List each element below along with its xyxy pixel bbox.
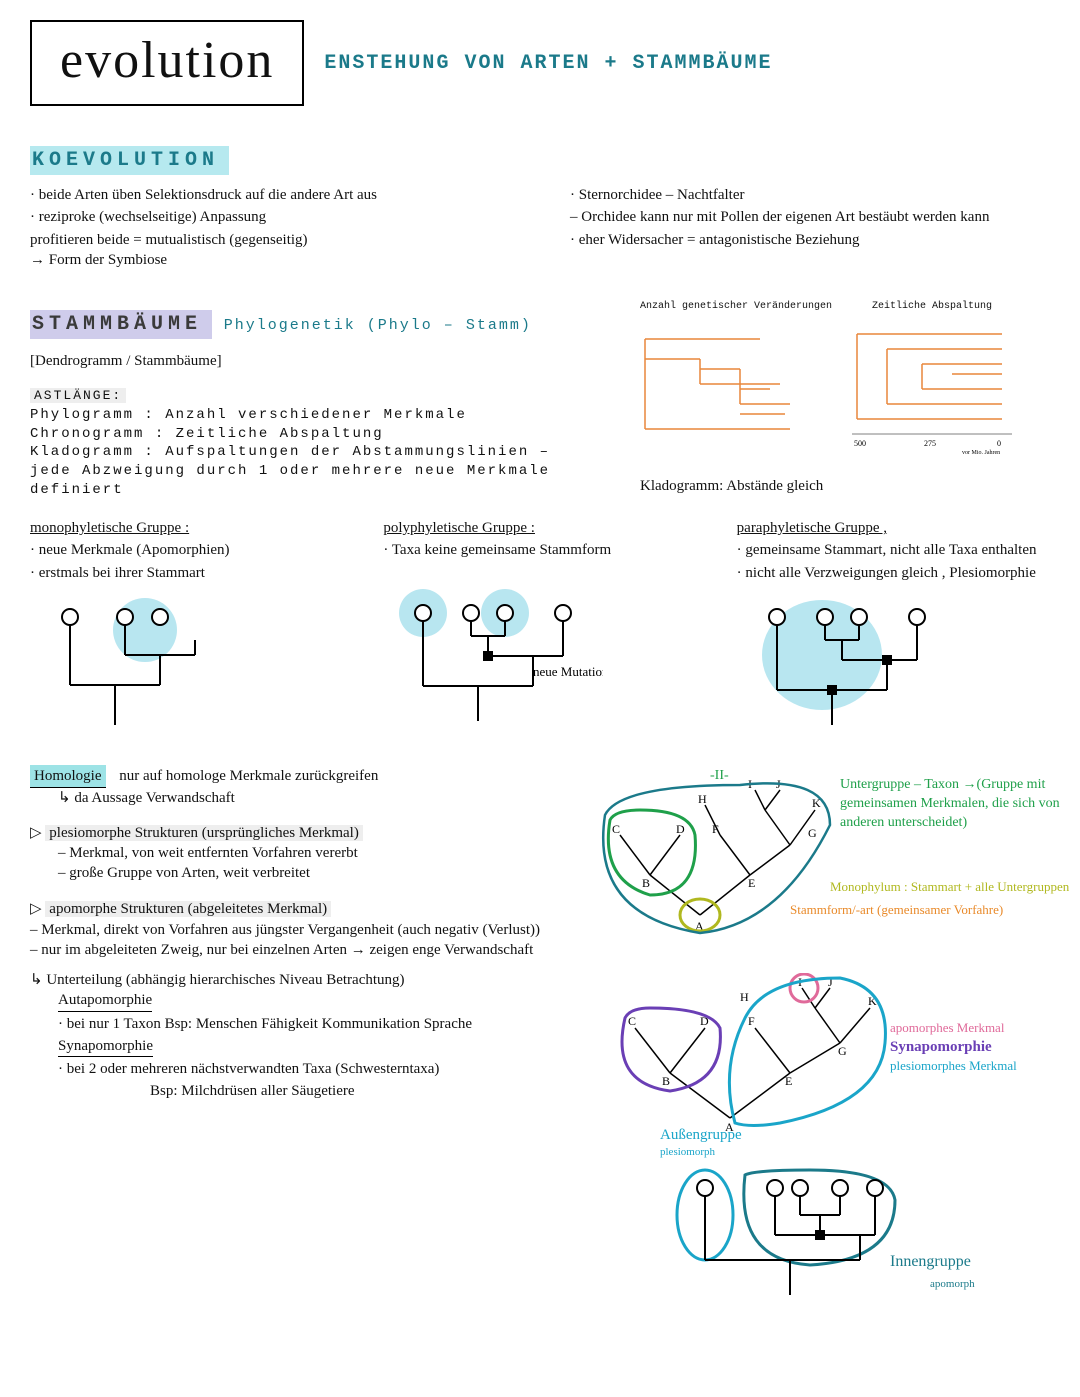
svg-text:-II-: -II-	[710, 768, 729, 783]
svg-text:H: H	[698, 792, 707, 806]
apo-2: nur im abgeleiteten Zweig, nur bei einze…	[30, 940, 550, 960]
chronogramm-line: Chronogramm : Zeitliche Abspaltung	[30, 425, 610, 444]
plesio-2: große Gruppe von Arten, weit verbreitet	[58, 863, 550, 883]
mono-title: monophyletische Gruppe :	[30, 518, 343, 538]
plesio-1: Merkmal, von weit entfernten Vorfahren v…	[58, 843, 550, 863]
svg-text:G: G	[838, 1044, 847, 1058]
dendrogramm-note: [Dendrogramm / Stammbäume]	[30, 351, 610, 371]
para-title: paraphyletische Gruppe ,	[737, 518, 1050, 538]
svg-text:neue Mutation: neue Mutation	[533, 664, 603, 679]
page-header: evolution ENSTEHUNG VON ARTEN + STAMMBÄU…	[30, 20, 1050, 106]
svg-text:D: D	[676, 822, 685, 836]
text-line: reziproke (wechselseitige) Anpassung	[30, 207, 510, 227]
stammform-label: Stammform/-art (gemeinsamer Vorfahre)	[790, 901, 1070, 919]
heading-homologie: Homologie	[30, 765, 106, 788]
heading-koevolution: KOEVOLUTION	[30, 146, 229, 175]
homologie-line1: nur auf homologe Merkmale zurückgreifen	[119, 768, 378, 784]
svg-text:H: H	[740, 990, 749, 1004]
syn-head: Synapomorphie	[58, 1036, 153, 1057]
paraphyletic-col: paraphyletische Gruppe , gemeinsame Stam…	[737, 518, 1050, 741]
mini-chronogramm: Zeitliche Abspaltung 500 275 0 vor Mio. …	[852, 300, 1012, 470]
tree1-caption: Anzahl genetischer Veränderungen	[640, 300, 832, 314]
svg-text:B: B	[662, 1074, 670, 1088]
out2-label: plesiomorph	[660, 1145, 1080, 1160]
para-tree-svg	[737, 585, 957, 735]
monophylum-label: Monophylum : Stammart + alle Untergruppe…	[830, 878, 1070, 896]
aut-1: bei nur 1 Taxon Bsp: Menschen Fähigkeit …	[58, 1014, 550, 1034]
koevolution-right: Sternorchidee – Nachtfalter – Orchidee k…	[570, 183, 1050, 270]
svg-text:500: 500	[854, 439, 866, 448]
svg-text:0: 0	[997, 439, 1001, 448]
in2-label: apomorph	[930, 1278, 975, 1290]
svg-text:275: 275	[924, 439, 936, 448]
phylogramm-line: Phylogramm : Anzahl verschiedener Merkma…	[30, 406, 610, 425]
phylogenetik-note: Phylogenetik (Phylo – Stamm)	[224, 317, 532, 334]
svg-text:E: E	[748, 876, 755, 890]
astlaenge-label: ASTLÄNGE:	[30, 388, 126, 403]
section-stammbaeume: STAMMBÄUME Phylogenetik (Phylo – Stamm) …	[30, 300, 1050, 500]
outgroup-diagram: Außengruppe plesiomorph	[660, 1125, 1080, 1348]
poly-title: polyphyletische Gruppe :	[383, 518, 696, 538]
plesiomorph-label: plesiomorphes Merkmal	[890, 1057, 1060, 1075]
text-line: – Orchidee kann nur mit Pollen der eigen…	[570, 207, 1050, 227]
svg-text:F: F	[712, 822, 719, 836]
kladogramm-line: Kladogramm : Aufspaltungen der Abstammun…	[30, 443, 590, 500]
svg-text:B: B	[642, 876, 650, 890]
polyphyletic-col: polyphyletische Gruppe : Taxa keine geme…	[383, 518, 696, 741]
para-b2: nicht alle Verzweigungen gleich , Plesio…	[737, 563, 1050, 583]
syn-bsp: Bsp: Milchdrüsen aller Säugetiere	[150, 1081, 550, 1101]
text-line: → Form der Symbiose	[30, 250, 510, 270]
svg-text:vor Mio. Jahren: vor Mio. Jahren	[962, 450, 1000, 456]
homologie-line2: ↳ da Aussage Verwandschaft	[58, 788, 550, 808]
poly-b1: Taxa keine gemeinsame Stammform	[383, 540, 696, 560]
text-line: beide Arten üben Selektionsdruck auf die…	[30, 185, 510, 205]
koevolution-left: beide Arten üben Selektionsdruck auf die…	[30, 183, 510, 270]
in-label: Innengruppe	[890, 1253, 971, 1270]
kladogramm-note: Kladogramm: Abstände gleich	[640, 476, 1050, 496]
syn-1: bei 2 oder mehreren nächstverwandten Tax…	[58, 1059, 550, 1079]
monophyletic-col: monophyletische Gruppe : neue Merkmale (…	[30, 518, 343, 741]
unterteilung: ↳ Unterteilung (abhängig hierarchisches …	[30, 970, 550, 990]
title-box: evolution	[30, 20, 304, 106]
para-b1: gemeinsame Stammart, nicht alle Taxa ent…	[737, 540, 1050, 560]
phylogramm-svg	[640, 314, 800, 464]
aut-head: Autapomorphie	[58, 990, 152, 1011]
svg-text:C: C	[612, 822, 620, 836]
tree2-caption: Zeitliche Abspaltung	[852, 300, 1012, 314]
svg-text:E: E	[785, 1074, 792, 1088]
mini-phylogramm: Anzahl genetischer Veränderungen	[640, 300, 832, 470]
section-koevolution: KOEVOLUTION beide Arten üben Selektionsd…	[30, 136, 1050, 270]
svg-text:G: G	[808, 826, 817, 840]
text-line: profitieren beide = mutualistisch (gegen…	[30, 230, 510, 250]
chronogramm-svg: 500 275 0 vor Mio. Jahren	[852, 314, 1012, 464]
section-homologie: Homologie nur auf homologe Merkmale zurü…	[30, 765, 1050, 1348]
mono-tree-svg	[30, 585, 210, 735]
apo-1: Merkmal, direkt von Vorfahren aus jüngst…	[30, 920, 550, 940]
plesio-head: plesiomorphe Strukturen (ursprüngliches …	[30, 825, 363, 841]
svg-text:F: F	[748, 1014, 755, 1028]
svg-text:C: C	[628, 1014, 636, 1028]
groups-row: monophyletische Gruppe : neue Merkmale (…	[30, 518, 1050, 741]
page-subtitle: ENSTEHUNG VON ARTEN + STAMMBÄUME	[324, 50, 772, 77]
text-line: eher Widersacher = antagonistische Bezie…	[570, 230, 1050, 250]
apomorph-label: apomorphes Merkmal	[890, 1019, 1060, 1037]
mono-b1: neue Merkmale (Apomorphien)	[30, 540, 343, 560]
synapomorphie-label: Synapomorphie	[890, 1037, 1060, 1057]
apo-head: apomorphe Strukturen (abgeleitetes Merkm…	[30, 901, 331, 917]
mono-b2: erstmals bei ihrer Stammart	[30, 563, 343, 583]
poly-tree-svg: neue Mutation	[383, 581, 603, 731]
untergruppe-label: Untergruppe – Taxon →(Gruppe mit gemeins…	[840, 776, 1070, 833]
text-line: Sternorchidee – Nachtfalter	[570, 185, 1050, 205]
heading-stammbaeume: STAMMBÄUME	[30, 310, 212, 339]
